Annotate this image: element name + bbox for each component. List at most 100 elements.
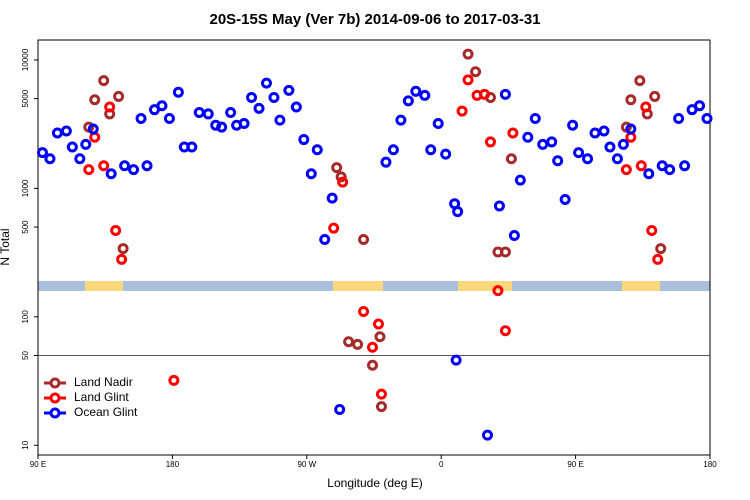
point: [253, 102, 265, 114]
point: [343, 336, 355, 348]
point: [367, 341, 379, 353]
point: [694, 100, 706, 112]
point: [514, 174, 526, 186]
legend-marker: [49, 377, 61, 389]
y-tick-label: 10: [21, 440, 30, 449]
point: [163, 113, 175, 125]
point: [119, 160, 131, 172]
point: [186, 141, 198, 153]
point: [493, 200, 505, 212]
point: [462, 48, 474, 60]
point: [387, 144, 399, 156]
point: [260, 77, 272, 89]
plot-frame: [37, 39, 711, 456]
point: [432, 118, 444, 130]
point: [352, 338, 364, 350]
point: [135, 113, 147, 125]
point: [98, 160, 110, 172]
point: [673, 113, 685, 125]
x-tick-label: 90 W: [297, 460, 316, 469]
x-tick-label: 180: [166, 460, 180, 469]
point: [374, 331, 386, 343]
x-axis-label: Longitude (deg E): [327, 476, 422, 490]
point: [701, 113, 713, 125]
point: [573, 147, 585, 159]
point: [83, 164, 95, 176]
point: [372, 318, 384, 330]
point: [311, 144, 323, 156]
point: [410, 85, 422, 97]
y-tick-label: 1000: [21, 179, 30, 197]
point: [470, 66, 482, 78]
point: [646, 225, 658, 237]
point: [649, 90, 661, 102]
point: [643, 168, 655, 180]
point: [51, 127, 63, 139]
point: [598, 125, 610, 137]
point: [104, 101, 116, 113]
point: [425, 144, 437, 156]
point: [89, 94, 101, 106]
point: [274, 114, 286, 126]
point: [611, 153, 623, 165]
point: [193, 106, 205, 118]
point: [44, 153, 56, 165]
point: [283, 84, 295, 96]
point: [328, 222, 340, 234]
point: [440, 148, 452, 160]
point: [620, 164, 632, 176]
y-tick-label: 5000: [21, 89, 30, 107]
point: [508, 229, 520, 241]
point: [479, 88, 491, 100]
point: [290, 101, 302, 113]
point: [89, 131, 101, 143]
point: [156, 100, 168, 112]
map-strip: [38, 281, 710, 291]
point: [337, 176, 349, 188]
point: [652, 253, 664, 265]
point: [225, 106, 237, 118]
point: [625, 94, 637, 106]
point: [117, 243, 129, 255]
point: [655, 243, 667, 255]
land-strip: [85, 281, 123, 291]
point: [635, 160, 647, 172]
point: [128, 164, 140, 176]
x-tick-label: 180: [703, 460, 717, 469]
point: [582, 153, 594, 165]
point: [589, 127, 601, 139]
point: [452, 206, 464, 218]
point: [298, 134, 310, 146]
point: [358, 306, 370, 318]
point: [552, 155, 564, 167]
point: [419, 89, 431, 101]
point: [375, 388, 387, 400]
point: [113, 90, 125, 102]
x-tick-label: 90 E: [30, 460, 46, 469]
point: [80, 138, 92, 150]
point: [456, 105, 468, 117]
point: [319, 234, 331, 246]
point: [505, 153, 517, 165]
point: [358, 234, 370, 246]
point: [481, 429, 493, 441]
point: [546, 136, 558, 148]
land-strip: [333, 281, 383, 291]
point: [484, 136, 496, 148]
point: [172, 86, 184, 98]
legend-marker: [49, 392, 61, 404]
point: [141, 160, 153, 172]
point: [202, 108, 214, 120]
point: [604, 141, 616, 153]
legend-label: Land Nadir: [74, 375, 133, 389]
point: [168, 374, 180, 386]
point: [331, 162, 343, 174]
x-tick-label: 0: [439, 460, 444, 469]
point: [522, 131, 534, 143]
point: [537, 138, 549, 150]
point: [559, 193, 571, 205]
point: [268, 92, 280, 104]
point: [625, 123, 637, 135]
point: [216, 121, 228, 133]
point: [238, 118, 250, 130]
